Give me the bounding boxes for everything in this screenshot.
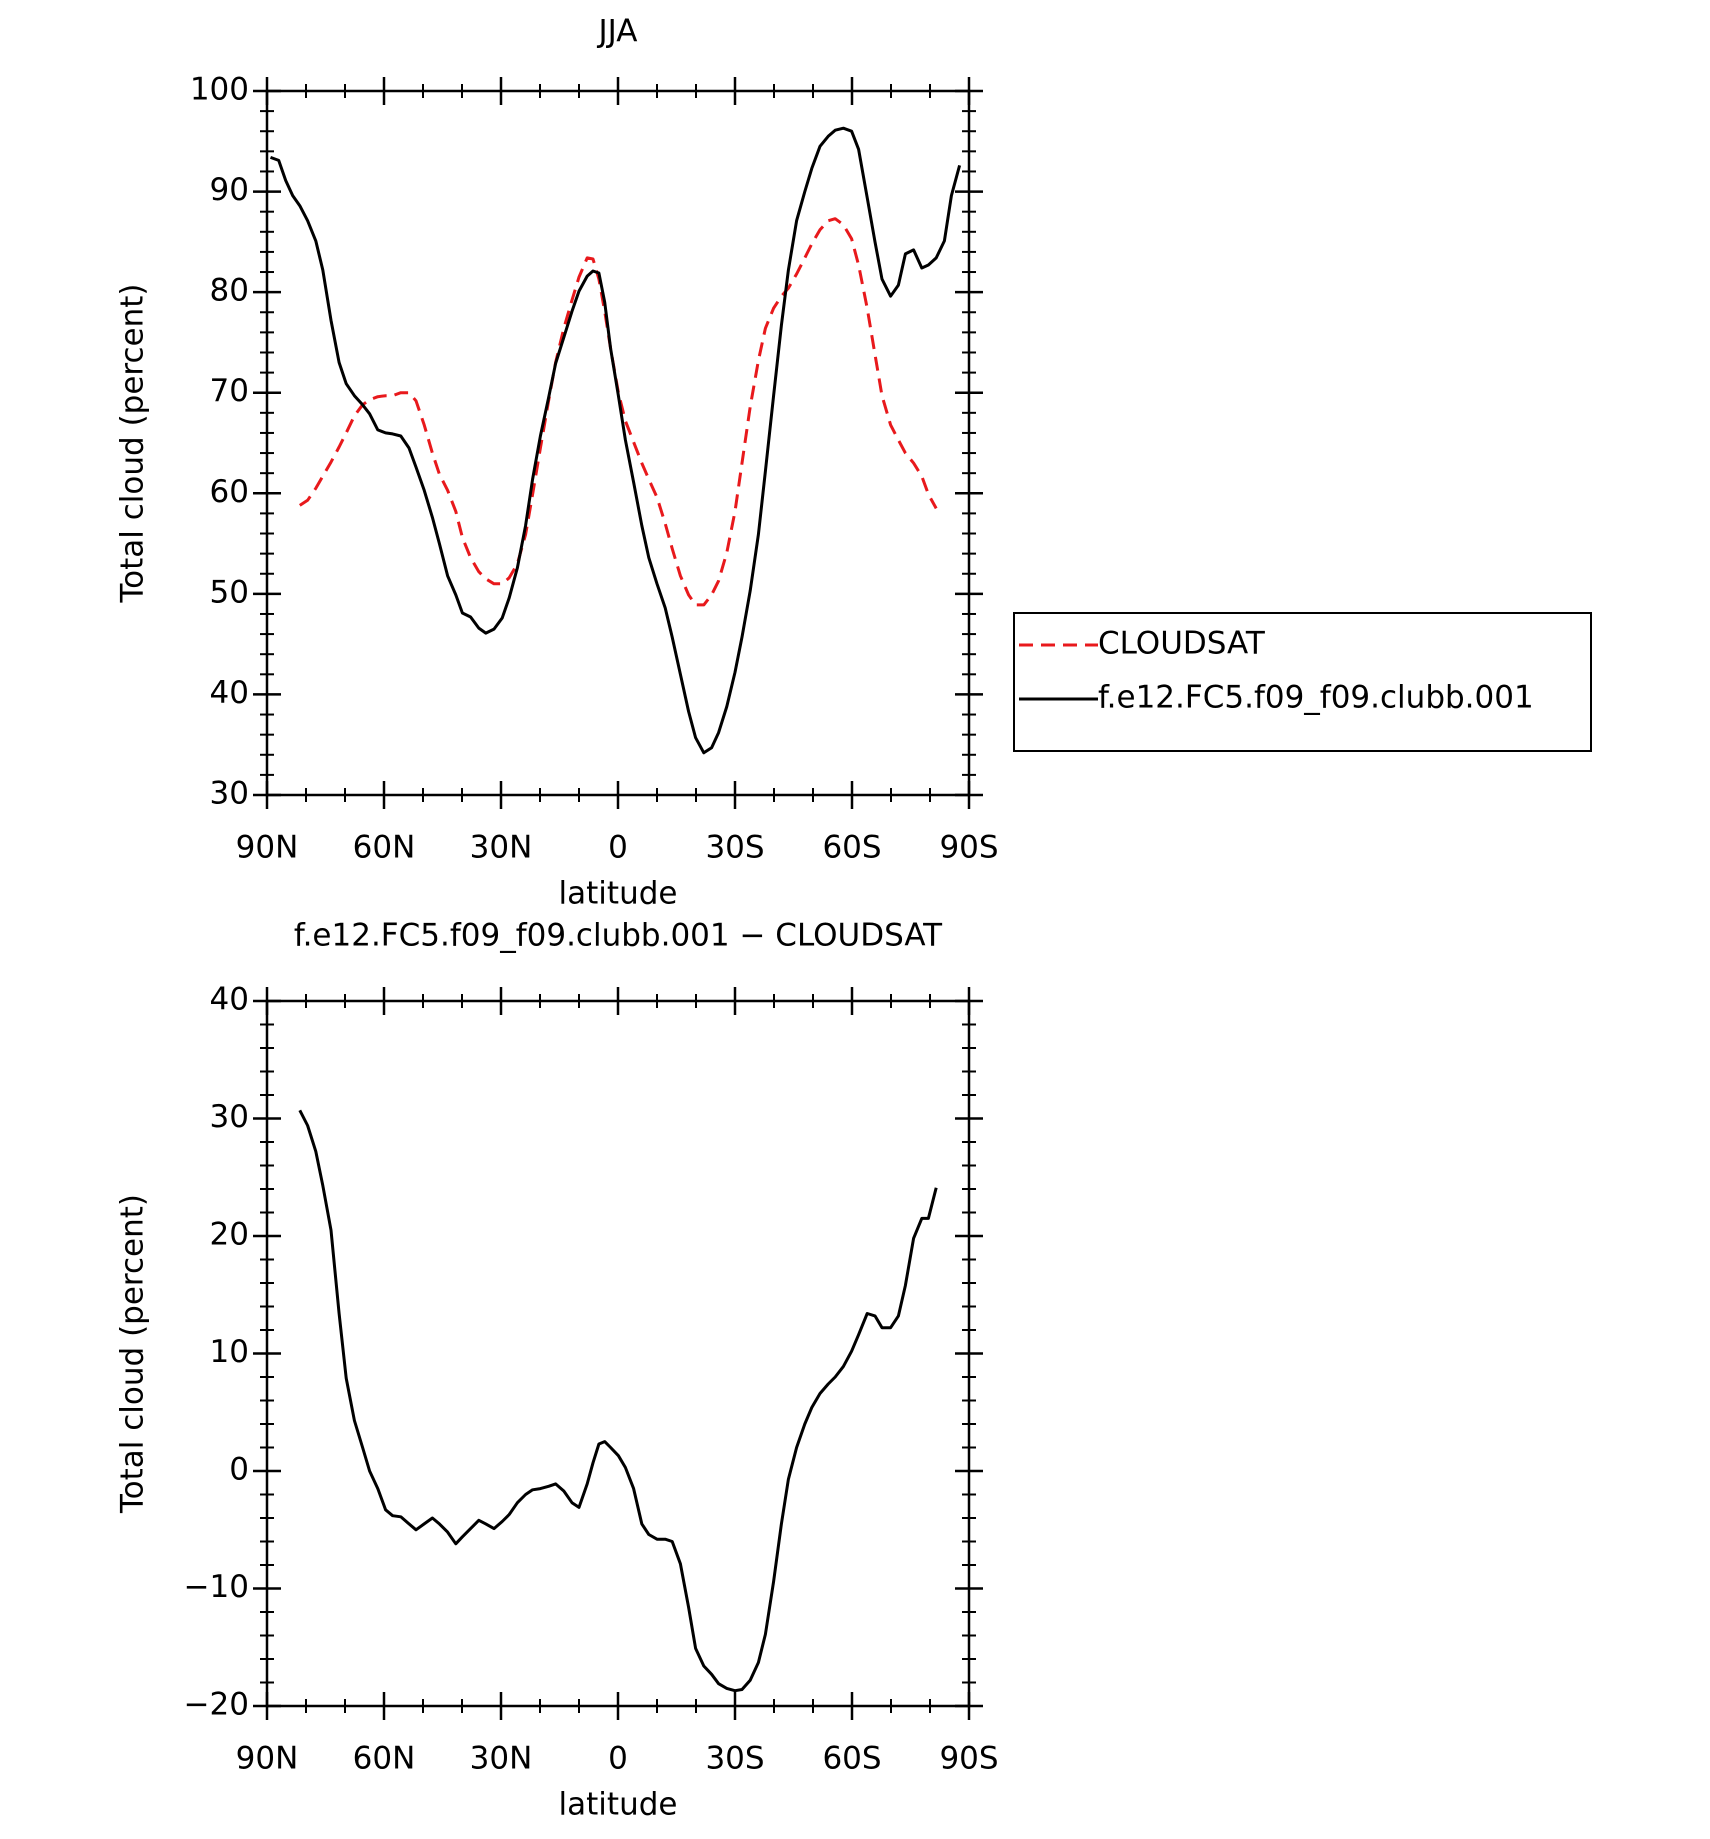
x-tick-label: 90S [939, 1741, 998, 1777]
y-tick-label: −20 [184, 1687, 249, 1723]
legend-label: f.e12.FC5.f09_f09.clubb.001 [1098, 680, 1534, 716]
y-tick-label: 100 [190, 72, 249, 108]
y-tick-label: 10 [210, 1334, 249, 1370]
x-tick-label: 90N [236, 1741, 299, 1777]
data-line [298, 1109, 938, 1693]
y-tick-label: 0 [229, 1452, 249, 1488]
x-tick-label: 30N [470, 830, 533, 866]
y-tick-label: 80 [210, 273, 249, 309]
y-tick-label: 60 [210, 474, 249, 510]
y-tick-label: 40 [210, 675, 249, 711]
y-tick-label: 30 [210, 776, 249, 812]
x-tick-label: 60S [822, 1741, 881, 1777]
x-tick-label: 30S [705, 830, 764, 866]
chart-title: JJA [597, 14, 638, 50]
legend-label: CLOUDSAT [1098, 626, 1266, 662]
x-tick-label: 60N [353, 830, 416, 866]
x-tick-label: 30N [470, 1741, 533, 1777]
y-tick-label: 90 [210, 172, 249, 208]
data-line [298, 217, 938, 607]
x-tick-label: 0 [608, 1741, 628, 1777]
x-tick-label: 30S [705, 1741, 764, 1777]
y-tick-label: 70 [210, 373, 249, 409]
y-tick-label: 50 [210, 574, 249, 610]
data-line [269, 126, 962, 755]
y-tick-label: 40 [210, 982, 249, 1018]
x-tick-label: 60N [353, 1741, 416, 1777]
x-tick-label: 0 [608, 830, 628, 866]
y-axis-label: Total cloud (percent) [115, 284, 151, 604]
y-tick-label: 30 [210, 1099, 249, 1135]
x-axis-label: latitude [559, 1787, 678, 1823]
plot-frame [265, 999, 971, 1708]
plot-frame [265, 89, 971, 797]
y-tick-label: 20 [210, 1217, 249, 1253]
y-tick-label: −10 [184, 1569, 249, 1605]
x-tick-label: 60S [822, 830, 881, 866]
legend-box [1013, 612, 1592, 752]
y-axis-label: Total cloud (percent) [115, 1194, 151, 1514]
x-tick-label: 90S [939, 830, 998, 866]
x-axis-label: latitude [559, 876, 678, 912]
chart-title: f.e12.FC5.f09_f09.clubb.001 − CLOUDSAT [294, 918, 943, 954]
x-tick-label: 90N [236, 830, 299, 866]
